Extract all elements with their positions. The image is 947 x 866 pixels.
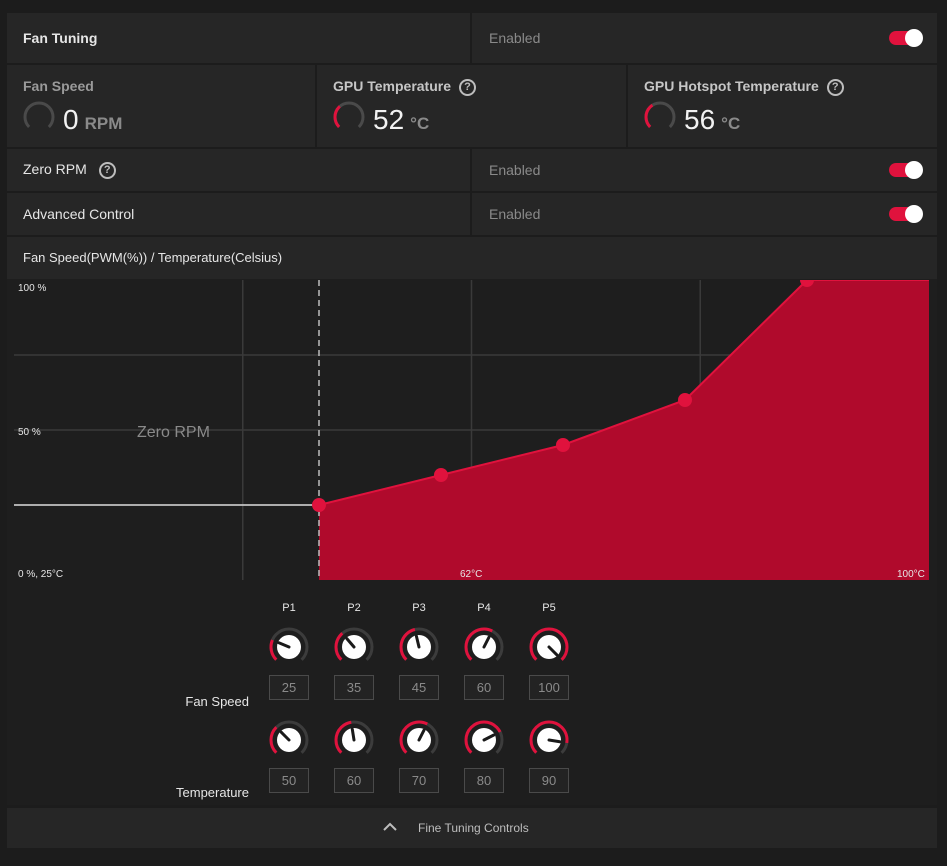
fan-speed-knob[interactable] — [398, 626, 440, 668]
chevron-up-icon — [383, 822, 397, 831]
fan-tuning-panel: Fan Tuning Enabled Fan Speed 0 RPM GPU Te… — [7, 13, 937, 848]
zero-rpm-region-label: Zero RPM — [137, 424, 210, 441]
metric-fan-speed: Fan Speed 0 RPM — [7, 65, 315, 147]
fan-speed-knob[interactable] — [333, 626, 375, 668]
curve-area — [319, 280, 929, 580]
curve-point[interactable] — [312, 498, 326, 512]
x-tick-label: 100°C — [897, 569, 925, 580]
gauge-icon — [333, 101, 365, 133]
metric-gpu-temperature: GPU Temperature? 52 °C — [317, 65, 626, 147]
toggle-knob — [905, 29, 923, 47]
gauge-icon — [23, 101, 55, 133]
temperature-input[interactable]: 80 — [464, 768, 504, 793]
point-controls: Fan Speed Temperature P1 25 50 P2 35 60 P3 45 70… — [7, 593, 937, 805]
metric-value: 52 — [373, 104, 405, 135]
help-icon[interactable]: ? — [826, 78, 844, 96]
metric-value: 0 — [63, 104, 79, 135]
gauge-icon — [644, 101, 676, 133]
fan-tuning-state: Enabled — [489, 30, 541, 46]
y-tick-label: 100 % — [18, 283, 47, 294]
metric-title: Fan Speed — [23, 78, 94, 94]
temperature-knob[interactable] — [528, 719, 570, 761]
advanced-control-toggle[interactable] — [889, 205, 923, 223]
fan-tuning-toggle[interactable] — [889, 29, 923, 47]
point-header: P1 — [282, 602, 296, 614]
temperature-knob[interactable] — [398, 719, 440, 761]
point-header: P4 — [477, 602, 491, 614]
metric-title: GPU Temperature — [333, 78, 451, 94]
fan-speed-knob[interactable] — [463, 626, 505, 668]
fan-speed-input[interactable]: 100 — [529, 675, 569, 700]
curve-line — [318, 280, 929, 506]
temperature-input[interactable]: 90 — [529, 768, 569, 793]
metrics-row: Fan Speed 0 RPM GPU Temperature? 52 °C GPU… — [7, 65, 937, 147]
fan-speed-knob[interactable] — [268, 626, 310, 668]
fan-speed-input[interactable]: 45 — [399, 675, 439, 700]
fan-speed-input[interactable]: 25 — [269, 675, 309, 700]
point-header: P3 — [412, 602, 426, 614]
fine-tuning-controls-label: Fine Tuning Controls — [418, 821, 529, 835]
temperature-knob[interactable] — [268, 719, 310, 761]
metric-value: 56 — [684, 104, 716, 135]
fan-curve-chart[interactable]: 100 % 50 % 0 %, 25°C 62°C 100°C Zero RPM — [14, 280, 929, 580]
fan-tuning-label: Fan Tuning — [23, 30, 98, 46]
curve-point[interactable] — [556, 438, 570, 452]
x-tick-label: 62°C — [460, 569, 483, 580]
temperature-row-label: Temperature — [176, 785, 249, 800]
curve-point[interactable] — [434, 468, 448, 482]
curve-point[interactable] — [800, 280, 814, 287]
y-tick-label: 50 % — [18, 427, 41, 438]
fan-speed-knob[interactable] — [528, 626, 570, 668]
point-header: P5 — [542, 602, 556, 614]
metric-title: GPU Hotspot Temperature — [644, 78, 819, 94]
temperature-input[interactable]: 50 — [269, 768, 309, 793]
toggle-knob — [905, 161, 923, 179]
metric-unit: °C — [410, 114, 430, 133]
toggle-knob — [905, 205, 923, 223]
metric-gpu-hotspot-temperature: GPU Hotspot Temperature? 56 °C — [628, 65, 937, 147]
origin-tick-label: 0 %, 25°C — [18, 569, 64, 580]
metric-unit: RPM — [84, 114, 123, 133]
advanced-control-state: Enabled — [489, 206, 541, 222]
fan-curve-svg[interactable] — [14, 280, 929, 580]
zero-rpm-row: Zero RPM? Enabled — [7, 149, 937, 191]
advanced-control-label: Advanced Control — [23, 206, 135, 222]
help-icon[interactable]: ? — [459, 78, 476, 96]
help-icon[interactable]: ? — [98, 161, 116, 179]
curve-point[interactable] — [678, 393, 692, 407]
temperature-knob[interactable] — [463, 719, 505, 761]
fan-speed-row-label: Fan Speed — [185, 694, 249, 709]
metric-unit: °C — [721, 114, 741, 133]
zero-rpm-state: Enabled — [489, 162, 541, 178]
temperature-input[interactable]: 60 — [334, 768, 374, 793]
temperature-input[interactable]: 70 — [399, 768, 439, 793]
temperature-knob[interactable] — [333, 719, 375, 761]
advanced-control-row: Advanced Control Enabled — [7, 193, 937, 235]
fan-speed-input[interactable]: 35 — [334, 675, 374, 700]
zero-rpm-label: Zero RPM — [23, 161, 87, 177]
point-header: P2 — [347, 602, 361, 614]
zero-rpm-toggle[interactable] — [889, 161, 923, 179]
fan-tuning-row: Fan Tuning Enabled — [7, 13, 937, 63]
fine-tuning-controls-button[interactable]: Fine Tuning Controls — [7, 808, 937, 848]
curve-header: Fan Speed(PWM(%)) / Temperature(Celsius) — [23, 250, 283, 265]
fan-speed-input[interactable]: 60 — [464, 675, 504, 700]
